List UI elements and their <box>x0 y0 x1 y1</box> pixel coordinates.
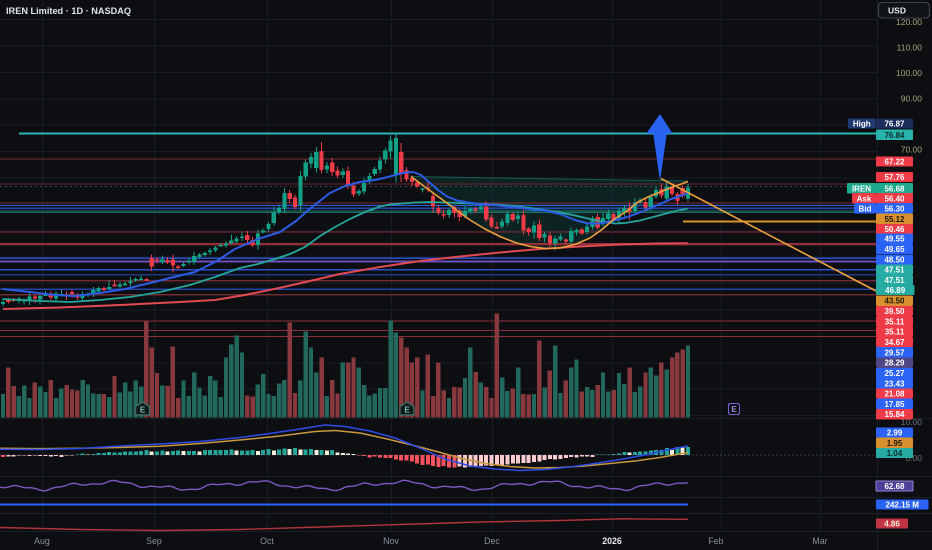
svg-text:56.68: 56.68 <box>884 184 905 193</box>
svg-text:57.76: 57.76 <box>884 173 905 182</box>
svg-text:Nov: Nov <box>383 536 399 546</box>
svg-text:49.65: 49.65 <box>884 245 905 254</box>
svg-text:0.00: 0.00 <box>905 453 922 463</box>
svg-text:70.00: 70.00 <box>901 145 923 155</box>
svg-text:62.68: 62.68 <box>884 482 905 491</box>
svg-text:2026: 2026 <box>602 536 622 546</box>
svg-text:43.50: 43.50 <box>884 297 905 306</box>
svg-text:48.50: 48.50 <box>884 256 905 265</box>
svg-text:E: E <box>731 405 737 414</box>
svg-text:17.85: 17.85 <box>884 400 905 409</box>
svg-text:90.00: 90.00 <box>901 94 923 104</box>
svg-text:High: High <box>853 120 871 129</box>
svg-text:23.43: 23.43 <box>884 379 905 388</box>
svg-text:56.30: 56.30 <box>884 204 905 213</box>
svg-text:56.40: 56.40 <box>884 194 905 203</box>
svg-text:1.04: 1.04 <box>887 449 903 458</box>
svg-text:10.00: 10.00 <box>901 417 923 427</box>
svg-text:46.89: 46.89 <box>885 286 906 295</box>
svg-text:Mar: Mar <box>812 536 827 546</box>
svg-text:47.51: 47.51 <box>884 266 905 275</box>
svg-text:1.95: 1.95 <box>887 439 903 448</box>
svg-text:Dec: Dec <box>484 536 500 546</box>
svg-text:120.00: 120.00 <box>896 17 922 27</box>
svg-text:15.84: 15.84 <box>884 410 905 419</box>
svg-text:35.11: 35.11 <box>885 317 905 326</box>
svg-text:110.00: 110.00 <box>897 43 923 53</box>
svg-text:Aug: Aug <box>34 536 50 546</box>
svg-text:39.50: 39.50 <box>884 307 905 316</box>
svg-text:47.51: 47.51 <box>884 276 905 285</box>
svg-text:21.08: 21.08 <box>884 390 905 399</box>
svg-text:IREN Limited · 1D · NASDAQ: IREN Limited · 1D · NASDAQ <box>6 6 131 16</box>
svg-text:29.57: 29.57 <box>884 348 905 357</box>
svg-text:35.11: 35.11 <box>885 328 905 337</box>
svg-text:25.27: 25.27 <box>884 369 905 378</box>
svg-text:USD: USD <box>888 6 906 16</box>
svg-text:100.00: 100.00 <box>896 68 922 78</box>
svg-text:67.22: 67.22 <box>884 158 905 167</box>
svg-text:Bid: Bid <box>859 204 872 213</box>
svg-text:IREN: IREN <box>852 184 871 193</box>
svg-text:E: E <box>404 406 410 415</box>
svg-text:E: E <box>140 406 146 415</box>
svg-text:Oct: Oct <box>260 536 274 546</box>
svg-text:2.99: 2.99 <box>887 429 903 438</box>
svg-text:50.46: 50.46 <box>884 225 905 234</box>
svg-text:34.67: 34.67 <box>884 338 905 347</box>
svg-text:4.86: 4.86 <box>884 520 900 529</box>
svg-text:Feb: Feb <box>708 536 723 546</box>
svg-text:242.15 M: 242.15 M <box>886 501 920 510</box>
svg-text:49.55: 49.55 <box>884 235 905 244</box>
svg-text:76.87: 76.87 <box>884 120 905 129</box>
svg-text:28.29: 28.29 <box>884 359 905 368</box>
svg-text:55.12: 55.12 <box>884 215 905 224</box>
svg-text:76.84: 76.84 <box>884 131 905 140</box>
svg-text:Sep: Sep <box>146 536 162 546</box>
svg-text:Ask: Ask <box>857 194 872 203</box>
